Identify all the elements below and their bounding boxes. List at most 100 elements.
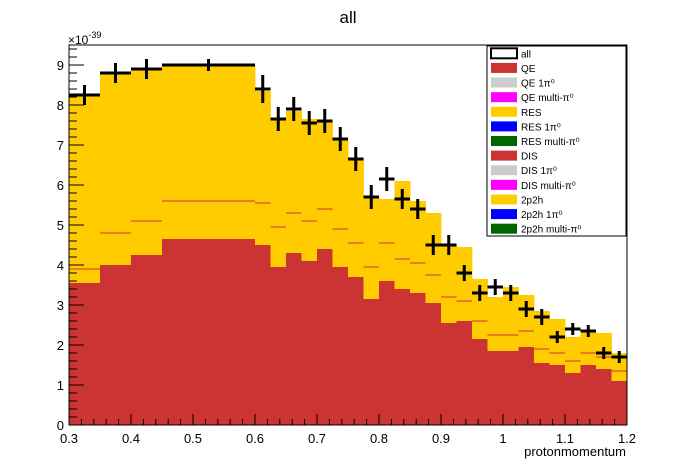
legend-item-label: 2p2h	[521, 195, 543, 206]
legend-swatch	[491, 121, 517, 132]
x-tick-label: 0.5	[184, 431, 202, 446]
y-tick-label: 9	[57, 58, 64, 73]
qe-bar	[565, 373, 581, 425]
y-tick-label: 6	[57, 178, 64, 193]
legend-swatch	[491, 136, 517, 146]
legend-item-label: 2p2h multi-π⁰	[521, 225, 581, 236]
qe-bar	[410, 293, 426, 425]
qe-bar	[394, 289, 411, 425]
legend-swatch	[491, 223, 517, 234]
qe-bar	[363, 299, 380, 425]
legend-item-label: DIS 1π⁰	[521, 166, 557, 177]
res-bar	[162, 65, 256, 239]
qe-bar	[255, 245, 271, 425]
qe-bar	[580, 365, 597, 425]
res-bar	[270, 119, 287, 267]
all-data-points	[69, 59, 627, 363]
qe-bar	[379, 281, 395, 425]
legend-item-label: QE multi-π⁰	[521, 93, 574, 104]
res-bar	[580, 331, 597, 365]
res-bar	[534, 311, 550, 363]
res-bar	[363, 197, 380, 299]
y-exponent-base: ×10	[68, 33, 89, 47]
qe-bar	[487, 351, 504, 425]
legend-swatch	[491, 62, 517, 73]
x-tick-label: 0.6	[246, 431, 264, 446]
legend-swatch	[491, 150, 517, 161]
res-bar	[410, 201, 426, 293]
y-tick-label: 4	[57, 258, 64, 273]
res-bar	[348, 159, 364, 277]
res-bar	[611, 353, 628, 381]
res-bar	[379, 199, 395, 281]
qe-bar	[549, 365, 566, 425]
y-tick-label: 0	[57, 418, 64, 433]
res-bar	[255, 91, 271, 245]
legend-swatch	[491, 106, 517, 117]
y-tick-label: 3	[57, 298, 64, 313]
qe-bar	[472, 339, 488, 425]
legend-swatch	[491, 194, 517, 205]
qe-bar	[441, 323, 457, 425]
res-bar	[565, 337, 581, 373]
res-bar	[286, 111, 302, 253]
qe-bar	[131, 255, 163, 425]
x-tick-label: 1	[499, 431, 506, 446]
res-bar	[456, 247, 473, 321]
legend-item-label: all	[521, 49, 531, 60]
qe-bar	[456, 321, 473, 425]
x-tick-label: 1.2	[618, 431, 636, 446]
y-tick-label: 2	[57, 338, 64, 353]
res-bar	[317, 121, 333, 249]
qe-bar	[286, 253, 302, 425]
qe-bar	[332, 267, 349, 425]
legend-item-label: RES	[521, 108, 542, 119]
legend-item-label: RES multi-π⁰	[521, 137, 580, 148]
x-tick-label: 1.1	[556, 431, 574, 446]
legend-swatch	[491, 165, 517, 176]
res-bar	[100, 73, 132, 265]
qe-bar	[425, 303, 442, 425]
plot-frame	[68, 44, 628, 426]
y-tick-label: 8	[57, 98, 64, 113]
qe-bar	[301, 261, 318, 425]
x-tick-label: 0.4	[122, 431, 140, 446]
legend-swatch	[491, 77, 517, 88]
legend-item-label: DIS	[521, 152, 538, 163]
x-tick-label: 0.3	[60, 431, 78, 446]
res-bar	[425, 213, 442, 303]
res-bar	[301, 119, 318, 261]
legend-item-label: DIS multi-π⁰	[521, 181, 576, 192]
legend-swatch	[491, 92, 517, 103]
x-tick-label: 0.7	[308, 431, 326, 446]
qe-bar	[348, 277, 364, 425]
qe-bar	[69, 283, 101, 425]
x-tick-label: 0.8	[370, 431, 388, 446]
legend: all QE QE 1π⁰ QE multi-π⁰ RES RES 1π⁰ RES mult…	[486, 45, 627, 237]
y-tick-label: 5	[57, 218, 64, 233]
qe-bar	[611, 381, 628, 425]
legend-swatch	[490, 47, 518, 60]
x-axis-label: protonmomentum	[524, 444, 626, 459]
qe-bar	[503, 351, 519, 425]
legend-item-label: 2p2h 1π⁰	[521, 210, 563, 221]
axes: 0.3 0.4 0.5 0.6 0.7 0.8 0.9 1 1.1 1.2 0 1 2 3 4 5 6 7 8 9	[57, 48, 636, 446]
y-tick-label: 7	[57, 138, 64, 153]
res-bar	[394, 181, 411, 289]
legend-item-label: RES 1π⁰	[521, 122, 561, 133]
y-exponent-label: ×10-39	[68, 30, 101, 47]
res-bar	[487, 297, 504, 351]
qe-bar	[100, 265, 132, 425]
legend-swatch	[491, 209, 517, 220]
legend-swatch	[491, 179, 517, 190]
y-exponent-power: -39	[88, 30, 101, 40]
y-tick-label: 1	[57, 378, 64, 393]
res-bar	[69, 95, 101, 283]
chart-title: all	[339, 8, 356, 27]
legend-item-label: QE 1π⁰	[521, 79, 555, 90]
dis-lines	[69, 200, 627, 372]
res-bar	[441, 245, 457, 323]
qe-bar	[518, 347, 535, 425]
qe-bar	[270, 267, 287, 425]
